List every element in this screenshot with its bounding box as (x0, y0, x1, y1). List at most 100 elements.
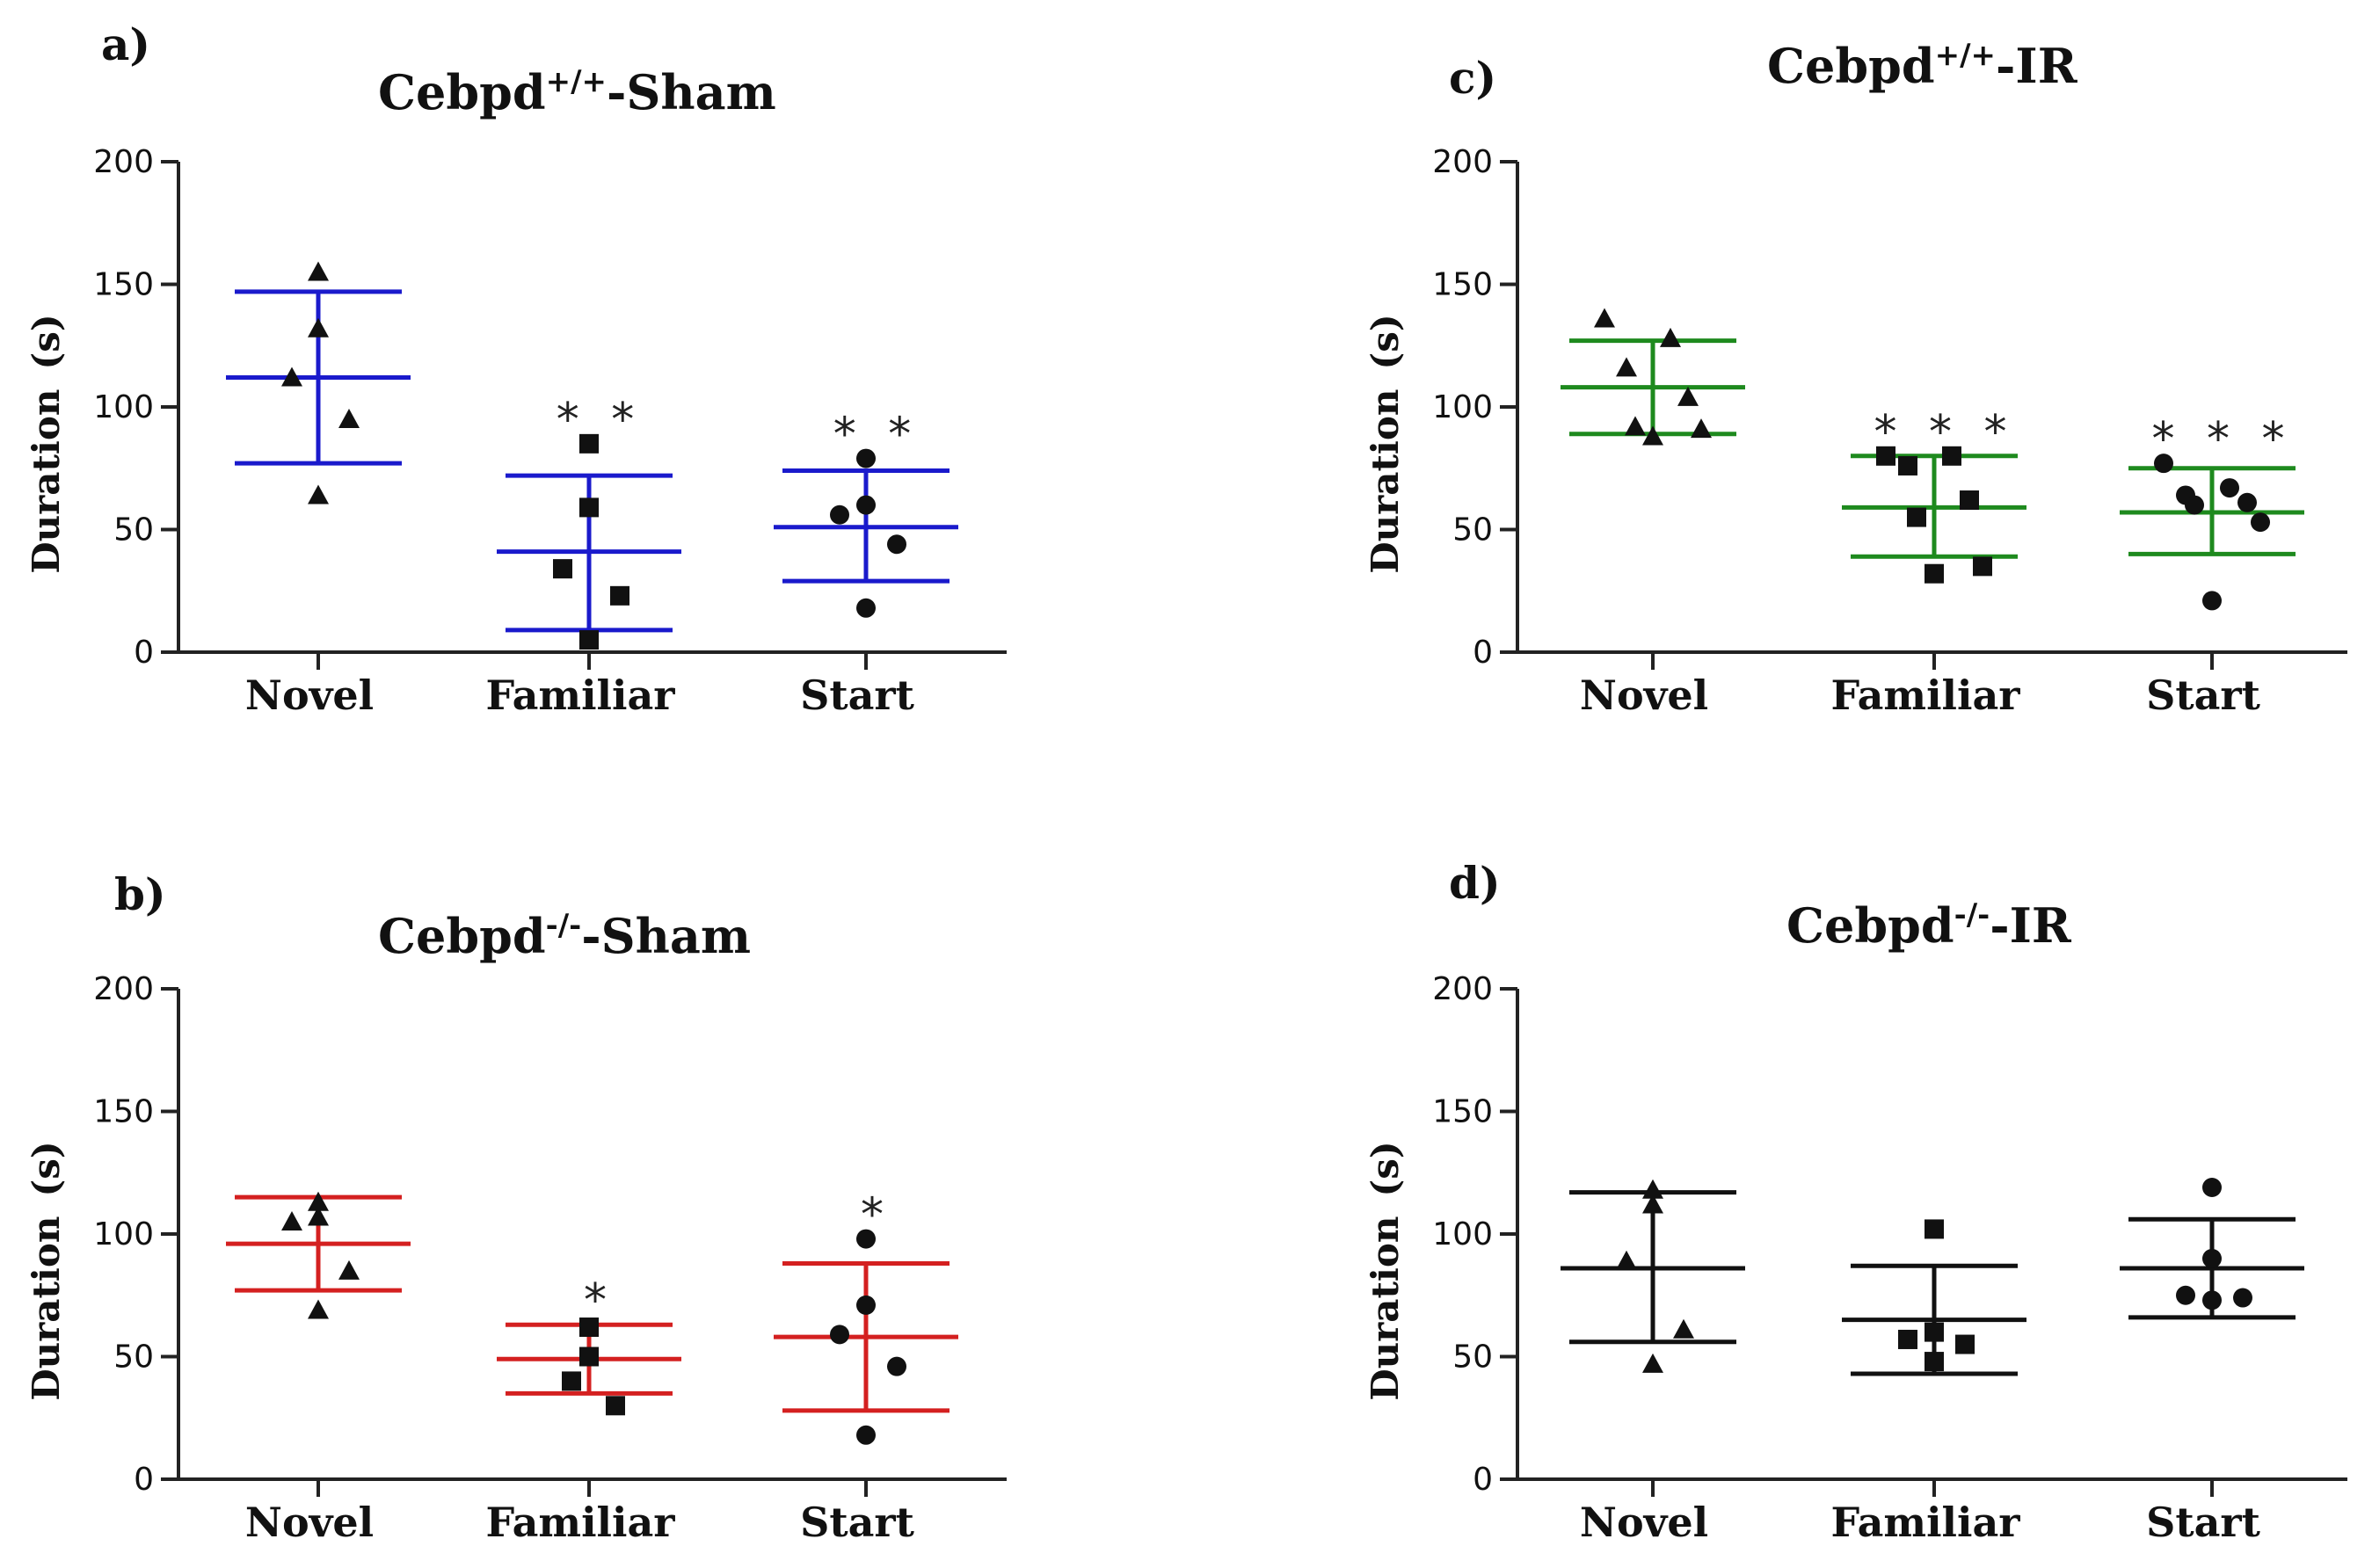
y-tick-label: 200 (93, 971, 154, 1007)
panel-c-title-suffix: -IR (1996, 38, 2078, 94)
data-point-triangle (308, 1206, 329, 1226)
y-tick-label: 0 (1473, 1462, 1493, 1498)
panel-d-letter: d) (1449, 857, 1501, 909)
data-point-triangle (1673, 1318, 1694, 1339)
data-point-circle (2220, 478, 2239, 498)
data-point-square (606, 1396, 625, 1416)
data-point-circle (2202, 591, 2222, 611)
x-category-label: Familiar (485, 1499, 675, 1546)
panel-c-y-label: Duration (1364, 389, 1407, 574)
panel-a-title-main: Cebpd (378, 64, 546, 120)
panel-a-title-suffix: -Sham (607, 64, 776, 120)
data-point-circle (856, 1295, 876, 1315)
y-tick-label: 150 (93, 1094, 154, 1130)
data-point-circle (887, 1356, 906, 1376)
x-category-label: Novel (1580, 671, 1708, 719)
data-point-circle (2233, 1288, 2252, 1308)
significance-mark: * * * (1874, 406, 2015, 459)
data-point-circle (830, 1325, 849, 1345)
panel-d-title-main: Cebpd (1786, 897, 1954, 954)
panel-b-title-main: Cebpd (378, 908, 546, 964)
data-point-circle (2154, 454, 2173, 474)
x-category-label: Start (2146, 1499, 2261, 1546)
y-tick-label: 200 (1432, 144, 1493, 180)
data-point-square (1925, 1322, 1944, 1342)
panel-c-title-main: Cebpd (1767, 38, 1935, 94)
data-point-circle (856, 448, 876, 468)
significance-mark: * * * (2151, 413, 2293, 466)
panel-c-title-sup: +/+ (1935, 38, 1996, 73)
data-point-square (1925, 563, 1944, 584)
panel-c-y-unit: (s) (1364, 314, 1407, 369)
data-point-square (1925, 1352, 1944, 1372)
panel-b-letter: b) (114, 868, 166, 920)
data-point-triangle (1677, 386, 1699, 406)
panel-b-title-suffix: -Sham (581, 908, 751, 964)
y-tick-label: 150 (1432, 267, 1493, 303)
data-point-square (1898, 455, 1917, 475)
data-point-triangle (1594, 308, 1615, 328)
y-tick-label: 100 (93, 1216, 154, 1252)
x-category-label: Start (2146, 671, 2261, 719)
significance-mark: * * (557, 394, 644, 446)
data-point-triangle (1616, 357, 1637, 377)
data-point-circle (856, 1425, 876, 1445)
data-point-square (1907, 507, 1926, 527)
panel-b-title-sup: -/- (546, 908, 582, 943)
panel-d-title: Cebpd-/--IR (1786, 897, 2072, 954)
x-category-label: Familiar (1830, 1499, 2020, 1546)
data-point-square (579, 433, 599, 454)
y-tick-label: 100 (93, 389, 154, 425)
data-point-triangle (1642, 1353, 1663, 1373)
data-point-triangle (1691, 418, 1712, 439)
data-point-square (1876, 446, 1895, 466)
panel-c-y-title: Duration (s) (1364, 314, 1407, 574)
panel-c-title: Cebpd+/+-IR (1767, 38, 2078, 94)
x-category-label: Familiar (1830, 671, 2020, 719)
data-point-triangle (1642, 425, 1663, 446)
panel-d-title-suffix: -IR (1990, 897, 2072, 954)
data-point-square (1942, 446, 1961, 466)
data-point-square (1898, 1329, 1917, 1349)
y-tick-label: 100 (1432, 1216, 1493, 1252)
panel-a-y-label: Duration (25, 389, 68, 574)
panel-b-y-label: Duration (25, 1216, 68, 1401)
data-point-triangle (308, 1299, 329, 1319)
data-point-circle (856, 1229, 876, 1249)
data-point-circle (2251, 512, 2270, 533)
data-point-triangle (308, 261, 329, 281)
panel-b-y-title: Duration (s) (25, 1141, 68, 1401)
panel-c: c) Cebpd+/+-IR Duration (s) 0 50 100 150 200 N… (1364, 38, 2347, 719)
data-point-triangle (308, 317, 329, 338)
panel-d: d) Cebpd-/--IR Duration (s) 0 50 100 150 200 N… (1364, 857, 2347, 1546)
data-point-square (579, 497, 599, 518)
data-point-square (1955, 1334, 1975, 1354)
y-tick-label: 200 (1432, 971, 1493, 1007)
data-point-triangle (308, 484, 329, 505)
x-category-label: Novel (1580, 1499, 1708, 1546)
y-tick-label: 50 (113, 512, 154, 548)
data-point-triangle (1642, 1179, 1663, 1199)
y-tick-label: 50 (1452, 1339, 1493, 1376)
data-point-square (610, 585, 629, 606)
data-point-square (553, 559, 572, 579)
panel-b-y-unit: (s) (25, 1141, 68, 1196)
panel-d-y-unit: (s) (1364, 1141, 1407, 1196)
data-point-circle (2237, 492, 2257, 512)
x-category-label: Start (800, 1499, 915, 1546)
x-category-label: Novel (245, 671, 374, 719)
data-point-triangle (338, 408, 360, 428)
data-point-square (579, 1318, 599, 1338)
data-point-square (1925, 1219, 1944, 1239)
data-point-circle (856, 598, 876, 618)
data-point-square (579, 1347, 599, 1367)
data-point-square (562, 1371, 581, 1391)
panel-a-y-unit: (s) (25, 314, 68, 369)
significance-mark: * (584, 1274, 615, 1327)
panel-b-title: Cebpd-/--Sham (378, 908, 751, 964)
data-point-triangle (338, 1259, 360, 1280)
data-point-circle (2202, 1248, 2222, 1268)
x-category-label: Familiar (485, 671, 675, 719)
data-point-triangle (1642, 1194, 1663, 1214)
y-tick-label: 50 (1452, 512, 1493, 548)
